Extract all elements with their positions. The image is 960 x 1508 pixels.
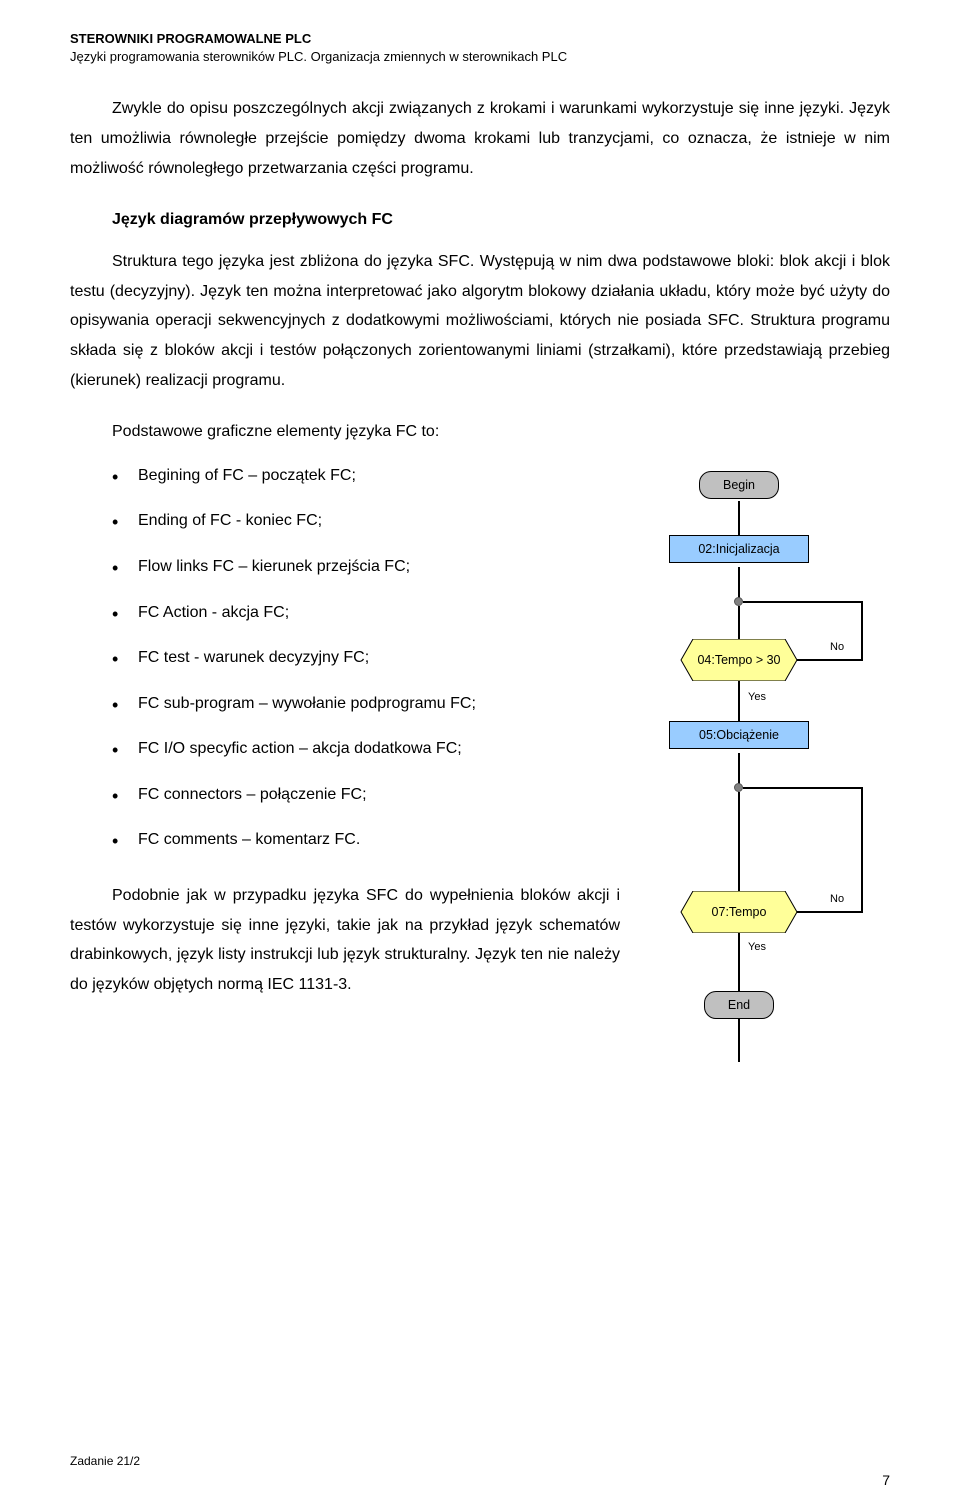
fc-connector	[743, 787, 863, 789]
fc-connector	[743, 601, 863, 603]
fc-connector	[861, 787, 863, 913]
page-header: STEROWNIKI PROGRAMOWALNE PLC Języki prog…	[70, 30, 890, 66]
fc-label-no: No	[830, 641, 844, 653]
fc-node-test2: 07:Tempo	[669, 891, 809, 933]
fc-connector	[861, 601, 863, 661]
fc-node-end: End	[704, 991, 774, 1019]
fc-connector	[797, 659, 863, 661]
fc-label-yes: Yes	[748, 941, 766, 953]
paragraph-fc-body: Struktura tego języka jest zbliżona do j…	[70, 247, 890, 395]
fc-label-yes: Yes	[748, 691, 766, 703]
section-heading-fc: Język diagramów przepływowych FC	[70, 211, 890, 229]
fc-node-test1: 04:Tempo > 30	[669, 639, 809, 681]
fc-connector	[738, 501, 740, 535]
fc-elements-list: Begining of FC – początek FC; Ending of …	[112, 461, 620, 855]
fc-flowchart: Begin 02:Inicjalizacja 04:Tempo > 30 No …	[640, 471, 890, 1081]
list-item: Flow links FC – kierunek przejścia FC;	[112, 552, 620, 582]
list-item: FC I/O specyfic action – akcja dodatkowa…	[112, 734, 620, 764]
footer-page-number: 7	[882, 1472, 890, 1488]
header-subtitle: Języki programowania sterowników PLC. Or…	[70, 48, 890, 66]
fc-connector	[738, 753, 740, 787]
list-item: FC test - warunek decyzyjny FC;	[112, 643, 620, 673]
fc-node-init: 02:Inicjalizacja	[669, 535, 809, 563]
fc-label-no: No	[830, 893, 844, 905]
header-title: STEROWNIKI PROGRAMOWALNE PLC	[70, 30, 890, 48]
paragraph-closing: Podobnie jak w przypadku języka SFC do w…	[70, 881, 620, 999]
fc-junction-dot	[734, 783, 743, 792]
fc-connector	[738, 567, 740, 601]
bullet-list-intro: Podstawowe graficzne elementy języka FC …	[70, 417, 890, 447]
list-item: FC comments – komentarz FC.	[112, 825, 620, 855]
list-item: FC Action - akcja FC;	[112, 598, 620, 628]
footer-task-label: Zadanie 21/2	[70, 1454, 140, 1468]
fc-junction-dot	[734, 597, 743, 606]
fc-connector	[797, 911, 863, 913]
fc-connector	[738, 681, 740, 721]
paragraph-intro: Zwykle do opisu poszczególnych akcji zwi…	[70, 94, 890, 183]
fc-node-begin: Begin	[699, 471, 779, 499]
list-item: Ending of FC - koniec FC;	[112, 506, 620, 536]
fc-node-load: 05:Obciążenie	[669, 721, 809, 749]
list-item: FC sub-program – wywołanie podprogramu F…	[112, 689, 620, 719]
list-item: Begining of FC – początek FC;	[112, 461, 620, 491]
fc-connector	[738, 606, 740, 640]
list-item: FC connectors – połączenie FC;	[112, 780, 620, 810]
